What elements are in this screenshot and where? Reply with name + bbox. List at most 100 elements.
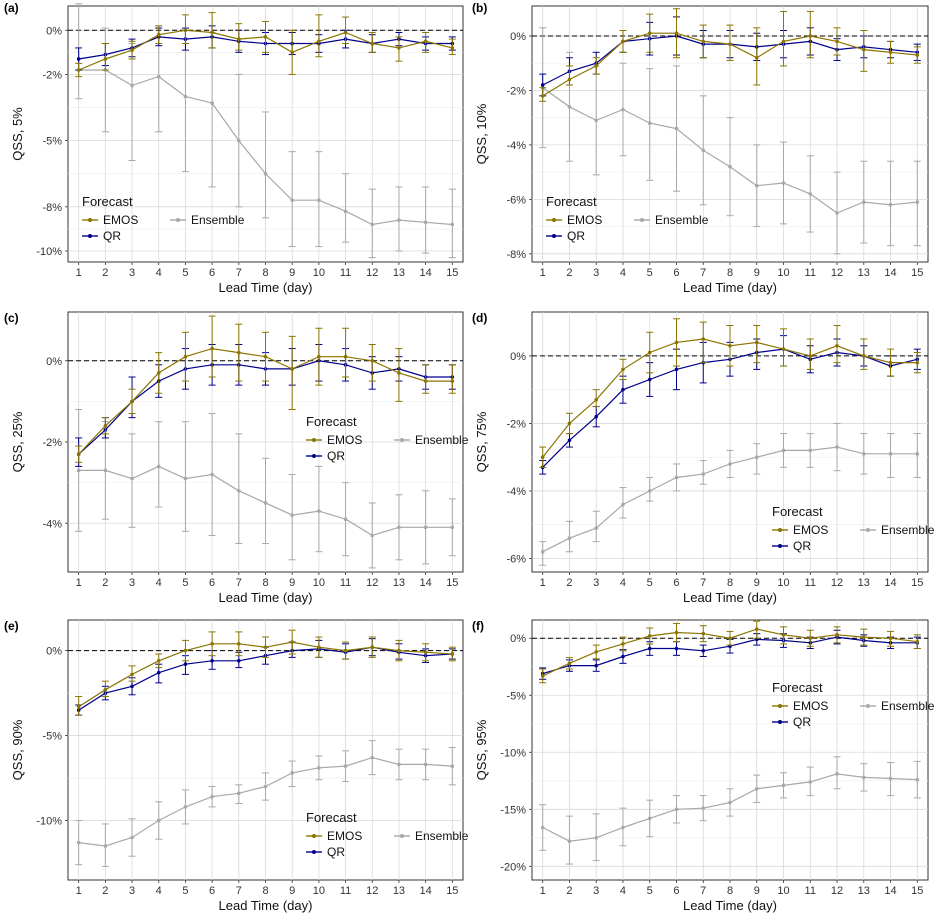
legend-key-point xyxy=(312,454,316,458)
data-point xyxy=(540,455,545,459)
data-point xyxy=(701,39,706,44)
data-point xyxy=(423,762,428,767)
x-tick-label: 13 xyxy=(858,885,870,897)
y-axis-title: QSS, 25% xyxy=(10,411,25,472)
x-tick-label: 3 xyxy=(593,267,599,279)
x-tick-label: 7 xyxy=(236,885,242,897)
x-tick-label: 11 xyxy=(805,267,816,279)
data-point xyxy=(861,200,866,204)
x-tick-label: 12 xyxy=(366,267,378,279)
data-point xyxy=(183,28,188,33)
data-point xyxy=(183,662,188,666)
data-point xyxy=(888,636,893,641)
x-tick-label: 4 xyxy=(620,885,626,897)
data-point xyxy=(621,642,625,646)
y-tick-label: -5% xyxy=(506,690,526,702)
data-point xyxy=(343,517,348,521)
legend-key-point xyxy=(312,438,316,442)
data-point xyxy=(450,46,455,50)
legend-key-point xyxy=(640,218,644,222)
data-point xyxy=(237,350,241,355)
data-point xyxy=(397,371,401,375)
data-point xyxy=(450,525,455,530)
data-point xyxy=(397,762,401,767)
data-point xyxy=(397,648,401,653)
legend-label: QR xyxy=(793,715,811,729)
data-point xyxy=(263,645,268,649)
series-ensemble xyxy=(539,422,921,566)
y-tick-label: -5% xyxy=(42,731,62,743)
data-point xyxy=(915,452,920,456)
y-axis-title: QSS, 10% xyxy=(474,103,489,164)
data-point xyxy=(156,464,161,469)
x-tick-label: 10 xyxy=(777,885,789,897)
data-point xyxy=(835,343,839,348)
data-point xyxy=(835,633,839,637)
data-point xyxy=(701,648,706,653)
x-tick-label: 9 xyxy=(754,885,760,897)
x-tick-label: 7 xyxy=(700,267,706,279)
data-point xyxy=(76,452,81,456)
panel-6: (f)0%-5%-10%-15%-20%1 2 3 4 5 6 7 8 9 10 11 12 13 14 1… xyxy=(472,619,935,913)
x-tick-label: 12 xyxy=(831,885,843,897)
legend: Forecast EMOS Ensemble QR xyxy=(306,414,469,463)
x-tick-label: 1 xyxy=(540,577,546,589)
data-point xyxy=(728,343,732,348)
x-axis-title: Lead Time (day) xyxy=(219,898,313,913)
y-tick-label: -4% xyxy=(506,486,526,498)
data-point xyxy=(567,536,572,541)
data-point xyxy=(540,83,545,87)
data-point xyxy=(594,64,599,68)
data-point xyxy=(156,74,161,79)
data-point xyxy=(674,630,679,635)
panel-1: (a)0%-2%-5%-8%-10%1 2 3 4 5 6 7 8 9 10 11 12 13 14 15L… xyxy=(4,1,464,295)
legend-key-point xyxy=(176,218,180,222)
y-tick-label: 0% xyxy=(46,25,62,37)
data-point xyxy=(290,513,294,517)
y-axis-title: QSS, 75% xyxy=(474,411,489,472)
x-tick-label: 15 xyxy=(446,577,458,589)
x-tick-label: 10 xyxy=(777,267,789,279)
panel-tag: (f) xyxy=(472,619,484,633)
series-ensemble xyxy=(539,27,921,255)
series-ensemble xyxy=(75,409,456,569)
y-axis-title: QSS, 90% xyxy=(10,719,25,780)
y-tick-label: -10% xyxy=(36,816,62,828)
data-point xyxy=(156,670,161,675)
x-tick-label: 2 xyxy=(102,267,108,279)
x-tick-label: 5 xyxy=(182,267,188,279)
panel-tag: (b) xyxy=(472,1,487,15)
x-tick-label: 7 xyxy=(236,577,242,589)
legend-title: Forecast xyxy=(772,504,823,519)
data-point xyxy=(210,346,214,351)
x-axis-title: Lead Time (day) xyxy=(683,280,777,295)
data-point xyxy=(754,183,759,188)
legend-key-point xyxy=(552,234,556,238)
data-point xyxy=(130,835,134,840)
data-point xyxy=(423,525,428,530)
x-tick-label: 1 xyxy=(540,885,546,897)
y-tick-label: -2% xyxy=(42,69,62,81)
y-tick-label: 0% xyxy=(510,351,526,363)
data-point xyxy=(861,354,866,358)
legend-key-point xyxy=(312,834,316,838)
data-point xyxy=(103,468,108,473)
data-point xyxy=(754,455,759,459)
data-point xyxy=(647,350,652,355)
data-point xyxy=(754,786,759,791)
series-ensemble xyxy=(75,740,456,867)
x-tick-label: 11 xyxy=(805,885,816,897)
x-tick-label: 14 xyxy=(420,577,432,589)
data-point xyxy=(621,502,625,507)
data-point xyxy=(621,367,625,372)
data-point xyxy=(263,354,268,359)
x-tick-label: 3 xyxy=(593,577,599,589)
x-tick-label: 5 xyxy=(647,885,653,897)
data-point xyxy=(728,462,732,466)
y-tick-label: -2% xyxy=(506,418,526,430)
data-point xyxy=(621,39,625,44)
data-point xyxy=(567,661,572,666)
x-tick-label: 6 xyxy=(673,267,679,279)
y-axis-title: QSS, 95% xyxy=(474,719,489,780)
data-point xyxy=(915,360,920,365)
